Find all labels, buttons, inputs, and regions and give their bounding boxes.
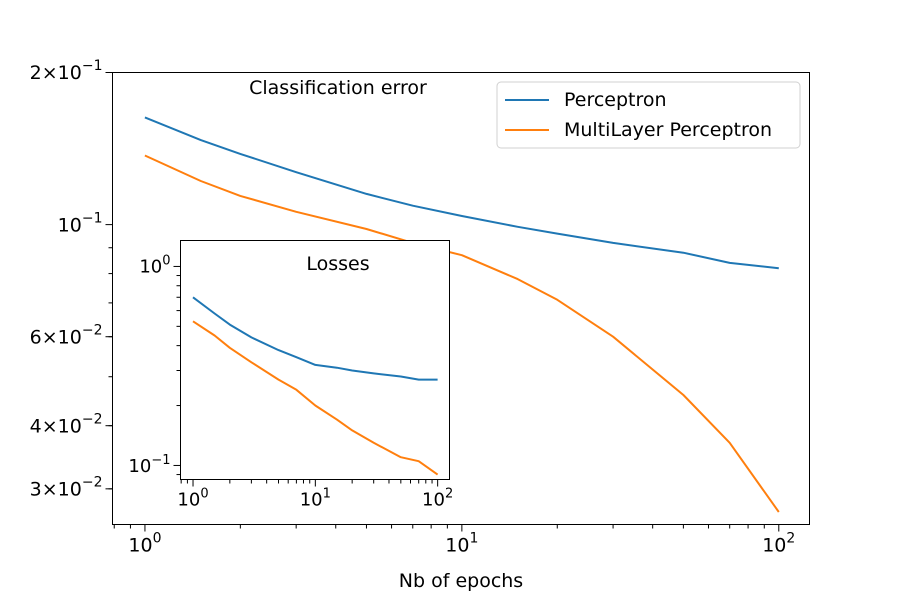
- inset-x-tick-label: 101: [300, 487, 331, 511]
- main-y-tick-label: 6×10−2: [30, 322, 103, 348]
- main-axes: 100 101 102 2×10−1 10−1 6×10−2 4×10−2 3×10−2 Cl…: [30, 58, 810, 592]
- main-chart-title: Classification error: [249, 77, 427, 99]
- main-series-line-multilayer-perceptron: [144, 154, 780, 513]
- main-ticks-group: 100 101 102 2×10−1 10−1 6×10−2 4×10−2 3×10−2: [30, 58, 796, 556]
- legend: Perceptron MultiLayer Perceptron: [496, 81, 801, 149]
- legend-box: [496, 81, 801, 149]
- inset-x-tick-label: 100: [177, 487, 208, 511]
- main-y-tick-label: 2×10−1: [30, 58, 103, 84]
- main-y-tick-label: 3×10−2: [30, 474, 103, 500]
- main-x-tick-label: 100: [128, 531, 161, 557]
- main-y-tick-label: 10−1: [58, 210, 103, 236]
- main-y-tick-label: 4×10−2: [30, 411, 103, 437]
- legend-label-perceptron: Perceptron: [564, 89, 667, 111]
- inset-series-line-perceptron: [192, 296, 438, 381]
- main-x-tick-label: 102: [762, 531, 795, 557]
- x-axis-label: Nb of epochs: [399, 570, 523, 592]
- main-series-group: [144, 116, 780, 513]
- main-x-tick-label: 101: [445, 531, 478, 557]
- legend-label-multilayer-perceptron: MultiLayer Perceptron: [564, 119, 772, 141]
- inset-series-line-multilayer-perceptron: [192, 320, 439, 476]
- inset-series-group: [192, 296, 439, 476]
- inset-background: [180, 240, 450, 480]
- inset-chart-title: Losses: [306, 253, 369, 275]
- inset-y-tick-label: 100: [139, 254, 170, 278]
- inset-y-tick-label: 10−1: [128, 453, 170, 477]
- inset-ticks-group: 100 101 102 100 10−1: [128, 254, 453, 511]
- inset-x-tick-label: 102: [422, 487, 453, 511]
- main-plot-frame: [112, 72, 810, 525]
- main-series-line-perceptron: [144, 116, 779, 270]
- inset-axes: 100 101 102 100 10−1 Losses: [128, 240, 453, 511]
